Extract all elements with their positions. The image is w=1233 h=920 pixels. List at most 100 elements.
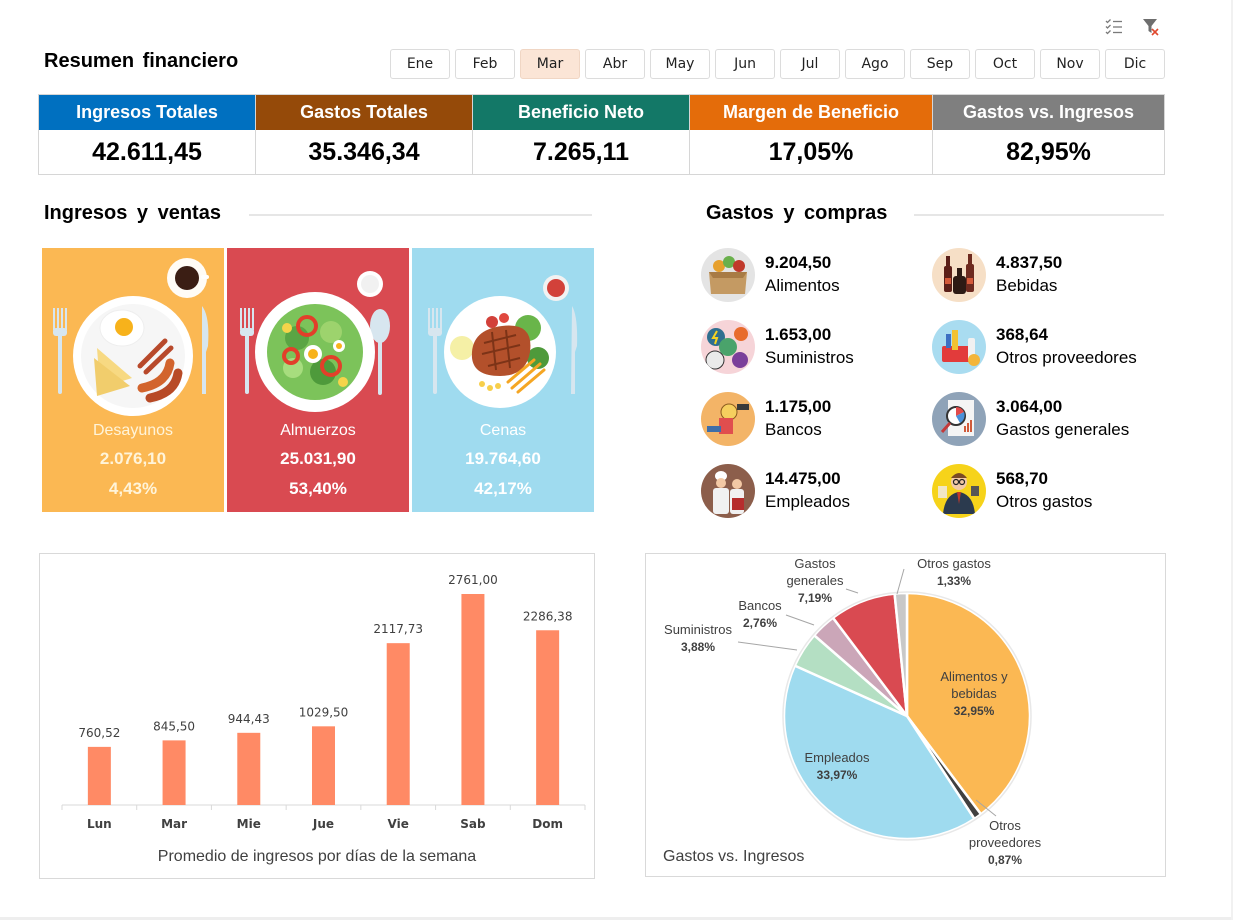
pie-slice-alimentos-y-bebidas[interactable] xyxy=(905,591,1032,817)
bar-jue[interactable] xyxy=(312,726,335,805)
bar-data-label: 2761,00 xyxy=(448,573,498,587)
expense-item-empleados: 14.475,00 Empleados xyxy=(701,464,850,518)
expense-value: 1.653,00 xyxy=(765,325,832,344)
expense-label: Bebidas xyxy=(996,276,1058,295)
bar-vie[interactable] xyxy=(386,643,410,805)
cleaning-supplies-icon xyxy=(932,320,986,374)
expense-item-suministros: 1.653,00 Suministros xyxy=(701,320,854,374)
month-button-ene[interactable]: Ene xyxy=(390,49,450,79)
expense-value: 4.837,50 xyxy=(996,253,1063,272)
meal-name: Almuerzos xyxy=(280,422,356,439)
pie-slice-otros-gastos[interactable] xyxy=(893,591,909,717)
pie-label-percent: 32,95% xyxy=(954,704,995,718)
leader-line xyxy=(896,568,905,595)
utilities-icon xyxy=(701,320,755,374)
kpi-value: 82,95% xyxy=(1006,137,1091,166)
month-button-dic[interactable]: Dic xyxy=(1105,49,1165,79)
expense-value: 3.064,00 xyxy=(996,397,1063,416)
month-button-ago[interactable]: Ago xyxy=(845,49,905,79)
pie-label-name: Alimentos y xyxy=(940,669,1008,684)
expense-item-otros-proveedores: 368,64 Otros proveedores xyxy=(932,320,1137,374)
pie-outline xyxy=(782,591,1032,841)
x-tick-label: Jue xyxy=(312,817,334,831)
multi-select-icon[interactable] xyxy=(1103,16,1125,38)
pie-label-otros-proveedores: Otros proveedores 0,87% xyxy=(969,799,1042,867)
bar-chart-svg: 760,52 Lun 845,50 Mar 944,43 Mie 1029,50 Jue 211… xyxy=(61,573,586,831)
x-tick-label: Sab xyxy=(460,817,486,831)
kpi-beneficio-neto: Beneficio Neto 7.265,11 xyxy=(473,95,690,174)
month-button-may[interactable]: May xyxy=(650,49,710,79)
month-button-oct[interactable]: Oct xyxy=(975,49,1035,79)
month-button-feb[interactable]: Feb xyxy=(455,49,515,79)
meal-value: 25.031,90 xyxy=(280,449,356,468)
pie-label-percent: 2,76% xyxy=(743,616,777,630)
expense-label: Suministros xyxy=(765,348,854,367)
bar-data-label: 2286,38 xyxy=(523,609,573,623)
pie-label-name: bebidas xyxy=(951,686,997,701)
month-button-mar[interactable]: Mar xyxy=(520,49,580,79)
x-tick-label: Mie xyxy=(237,817,261,831)
kpi-margen-beneficio: Margen de Beneficio 17,05% xyxy=(690,95,933,174)
bar-chart-title: Promedio de ingresos por días de la sema… xyxy=(157,848,477,865)
bar-mar[interactable] xyxy=(162,740,186,805)
pie-label-otros-gastos: Otros gastos 1,33% xyxy=(896,556,991,595)
expense-item-otros-gastos: 568,70 Otros gastos xyxy=(932,464,1092,518)
groceries-box-icon xyxy=(701,248,755,302)
pie-label-bancos: Bancos 2,76% xyxy=(738,598,815,630)
pie-label-name: Gastos xyxy=(794,556,836,571)
pie-label-percent: 33,97% xyxy=(817,768,858,782)
meal-percent: 4,43% xyxy=(108,479,158,498)
bar-sab[interactable] xyxy=(461,594,485,805)
bar-data-label: 2117,73 xyxy=(373,622,423,636)
expense-label: Otros gastos xyxy=(996,492,1093,511)
clear-filter-icon[interactable] xyxy=(1140,16,1162,38)
month-button-nov[interactable]: Nov xyxy=(1040,49,1100,79)
bar-lun[interactable] xyxy=(87,746,111,805)
bar-mie[interactable] xyxy=(237,732,261,805)
bottom-border xyxy=(0,917,1233,920)
weekday-income-chart: 760,52 Lun 845,50 Mar 944,43 Mie 1029,50 Jue 211… xyxy=(39,553,595,879)
divider xyxy=(249,214,592,216)
pie-label-percent: 7,19% xyxy=(798,591,832,605)
expense-value: 9.204,50 xyxy=(765,253,832,272)
leader-line xyxy=(845,588,859,594)
month-button-sep[interactable]: Sep xyxy=(910,49,970,79)
expense-item-bebidas: 4.837,50 Bebidas xyxy=(932,248,1062,302)
pie-label-alimentos-y-bebidas: Alimentos y bebidas 32,95% xyxy=(940,669,1008,718)
bar-data-label: 845,50 xyxy=(153,719,195,733)
meal-name: Desayunos xyxy=(92,422,174,439)
pie-chart-svg: Alimentos y bebidas 32,95% Otros proveedores… xyxy=(664,556,1042,867)
steak-plate-icon xyxy=(428,275,578,408)
divider xyxy=(914,214,1164,216)
month-button-abr[interactable]: Abr xyxy=(585,49,645,79)
expense-item-alimentos: 9.204,50 Alimentos xyxy=(701,248,840,302)
expense-item-bancos: 1.175,00 Bancos xyxy=(701,392,831,446)
pie-label-percent: 1,33% xyxy=(937,574,971,588)
bottles-icon xyxy=(932,248,986,302)
pie-label-empleados: Empleados 33,97% xyxy=(804,750,870,782)
right-border xyxy=(1231,0,1233,920)
bar-dom[interactable] xyxy=(536,630,560,805)
bar-data-label: 760,52 xyxy=(78,726,120,740)
chefs-icon xyxy=(701,464,755,518)
expense-value: 14.475,00 xyxy=(765,469,841,488)
month-button-jul[interactable]: Jul xyxy=(780,49,840,79)
meal-card-desayunos: Desayunos 2.076,10 4,43% xyxy=(42,248,224,512)
expense-label: Alimentos xyxy=(765,276,840,295)
pie-slice-empleados[interactable] xyxy=(782,663,977,841)
expense-item-gastos-generales: 3.064,00 Gastos generales xyxy=(932,392,1129,446)
x-tick-label: Lun xyxy=(87,817,112,831)
pie-label-percent: 3,88% xyxy=(681,640,715,654)
pie-label-gastos-generales: Gastos generales 7,19% xyxy=(786,556,859,605)
breakfast-plate-icon xyxy=(53,258,209,416)
month-button-jun[interactable]: Jun xyxy=(715,49,775,79)
leader-line xyxy=(737,641,798,651)
pie-label-name: Otros xyxy=(989,818,1021,833)
income-section-title: Ingresos y ventas xyxy=(44,202,221,224)
month-slicer: Ene Feb Mar Abr May Jun Jul Ago Sep Oct Nov Dic xyxy=(390,49,1165,79)
kpi-value: 17,05% xyxy=(768,137,854,166)
pie-label-percent: 0,87% xyxy=(988,853,1022,867)
bar-data-label: 1029,50 xyxy=(299,705,349,719)
pie-label-name: Empleados xyxy=(804,750,870,765)
kpi-header: Ingresos Totales xyxy=(39,95,255,130)
